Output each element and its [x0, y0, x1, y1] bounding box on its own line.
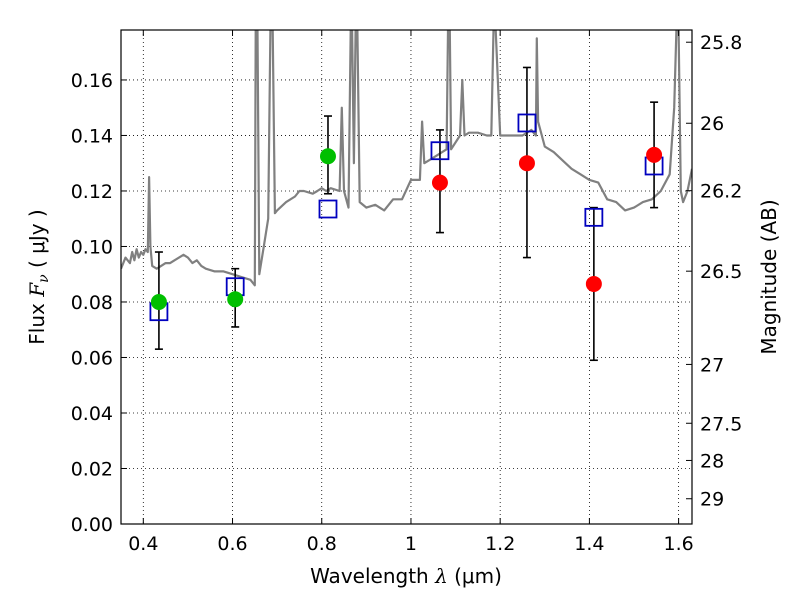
x-tick-label: 1.4	[574, 533, 604, 555]
x-axis-label: Wavelength λ (μm)	[310, 564, 502, 588]
y2-tick-label: 25.8	[700, 32, 742, 54]
model-spectrum-line	[121, 30, 692, 287]
y-tick-label: 0.02	[71, 458, 113, 480]
y-tick-label: 0.08	[71, 292, 113, 314]
ticks: 0.4 0.6 0.8 1 1.2 1.4 1.6 0.00 0.02 0.04 0.06 0.08 0…	[71, 30, 742, 555]
plot-frame	[120, 29, 693, 525]
y2-tick-label: 29	[700, 489, 724, 511]
observed-point	[150, 293, 167, 310]
x-tick-label: 1.6	[664, 533, 694, 555]
x-tick-label: 0.6	[217, 533, 247, 555]
model-square-marker	[584, 207, 604, 227]
observed-point	[585, 275, 602, 292]
y-tick-label: 0.16	[71, 70, 113, 92]
y2-tick-label: 26.5	[700, 261, 742, 283]
plot-area	[121, 30, 692, 362]
y-tick-label: 0.12	[71, 181, 113, 203]
x-tick-label: 1.2	[485, 533, 515, 555]
y-tick-label: 0.00	[71, 514, 113, 536]
y-tick-label: 0.14	[71, 125, 113, 147]
grid	[121, 30, 692, 525]
y2-tick-label: 27	[700, 354, 724, 376]
observed-point	[646, 146, 663, 163]
model-square-marker	[517, 113, 537, 133]
y2-tick-label: 27.5	[700, 413, 742, 435]
x-tick-label: 0.4	[128, 533, 158, 555]
y2-tick-label: 28	[700, 450, 724, 472]
model-square-marker	[430, 141, 450, 161]
observed-point	[518, 155, 535, 172]
y2-axis-label: Magnitude (AB)	[757, 199, 781, 354]
y2-tick-label: 26.2	[700, 181, 742, 203]
observed-point	[227, 291, 244, 308]
y-tick-label: 0.04	[71, 403, 113, 425]
y-tick-label: 0.10	[71, 236, 113, 258]
observed-point	[431, 174, 448, 191]
x-tick-label: 1	[405, 533, 417, 555]
y-tick-label: 0.06	[71, 347, 113, 369]
y-axis-label: Flux Fν ( μJy )	[25, 209, 52, 344]
model-square-marker	[318, 199, 338, 219]
y2-tick-label: 26	[700, 113, 724, 135]
observed-point	[319, 148, 336, 165]
x-tick-label: 0.8	[307, 533, 337, 555]
